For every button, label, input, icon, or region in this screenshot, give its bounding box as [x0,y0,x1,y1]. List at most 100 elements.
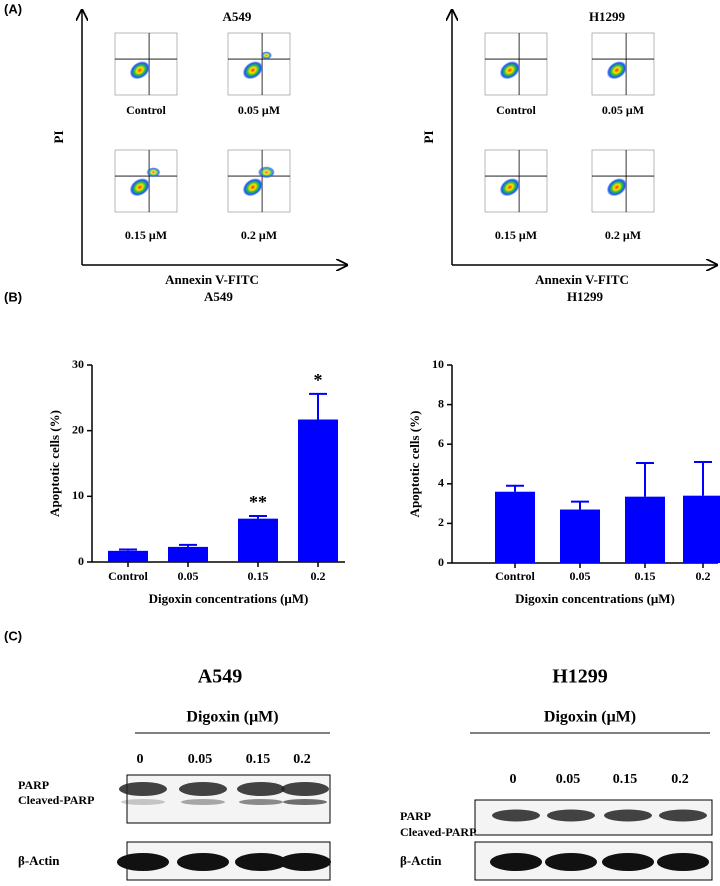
condition-label: 0.15 μM [495,228,537,242]
band [117,853,169,871]
y-tick-label: 20 [72,422,84,436]
band [181,799,225,805]
bar [683,495,720,563]
y-tick-label: 2 [438,515,444,529]
flow-plot [591,32,655,96]
x-tick-label: 0.2 [311,569,326,583]
lane-label: 0.15 [246,752,271,767]
row-label: PARP [18,778,49,792]
flow-plot [227,149,291,213]
panel-label: (A) [4,1,22,16]
blot-title: H1299 [552,666,608,688]
x-tick-label: 0.15 [635,569,656,583]
cell-cluster [260,51,272,60]
x-axis-label: Digoxin concentrations (μM) [515,591,675,606]
row-label: Cleaved-PARP [18,793,94,807]
band [545,853,597,871]
band [604,809,652,822]
band [121,799,165,805]
flow-plot [227,32,291,96]
y-axis-label: PI [51,131,66,144]
y-tick-label: 0 [438,555,444,569]
cell-cluster [606,61,627,80]
x-axis-label: Annexin V-FITC [535,272,629,287]
panel-label: (C) [4,628,22,643]
bar [495,491,535,563]
cell-cluster [242,61,263,80]
significance: ** [249,492,267,512]
band [657,853,709,871]
band [177,853,229,871]
y-tick-label: 30 [72,357,84,371]
lane-label: 0.2 [293,752,311,767]
cell-cluster [499,61,520,80]
flow-plot [114,149,178,213]
band [659,809,707,822]
panel-label: (B) [4,289,22,304]
treatment-label: Digoxin (μM) [544,709,636,726]
cell-cluster [129,178,150,197]
y-tick-label: 10 [72,488,84,502]
treatment-label: Digoxin (μM) [186,709,278,726]
y-tick-label: 6 [438,436,444,450]
y-axis-label: Apoptotic cells (%) [407,411,422,518]
cell-cluster [257,166,275,179]
x-tick-label: 0.05 [178,569,199,583]
x-tick-label: Control [108,569,148,583]
band [239,799,283,805]
condition-label: 0.05 μM [238,103,280,117]
band [235,853,287,871]
condition-label: 0.2 μM [605,228,641,242]
chart-title: H1299 [567,289,604,304]
condition-label: Control [496,103,536,117]
y-axis-label: Apoptotic cells (%) [47,410,62,517]
y-tick-label: 4 [438,476,444,490]
cell-cluster [129,61,150,80]
cell-cluster [606,178,627,197]
x-axis-label: Digoxin concentrations (μM) [149,591,309,606]
band [490,853,542,871]
band [119,782,167,796]
plot-title: A549 [223,9,252,24]
band [492,809,540,822]
cell-cluster [499,178,520,197]
band [237,782,285,796]
plot-title: H1299 [589,9,626,24]
flow-plot [484,149,548,213]
x-axis-label: Annexin V-FITC [165,272,259,287]
lane-label: 0.2 [671,772,689,787]
row-label: PARP [400,809,431,823]
x-tick-label: Control [495,569,535,583]
row-label: Cleaved-PARP [400,825,476,839]
band [179,782,227,796]
bar [108,550,148,562]
row-label: β-Actin [400,853,442,868]
condition-label: 0.05 μM [602,103,644,117]
flow-plot [114,32,178,96]
bar [238,518,278,562]
bar [625,496,665,563]
row-label: β-Actin [18,853,60,868]
condition-label: 0.2 μM [241,228,277,242]
chart-title: A549 [204,289,233,304]
condition-label: Control [126,103,166,117]
band [281,782,329,796]
blot-title: A549 [198,666,242,688]
band [547,809,595,822]
lane-label: 0.05 [188,752,213,767]
flow-plot [591,149,655,213]
x-tick-label: 0.05 [570,569,591,583]
x-tick-label: 0.15 [248,569,269,583]
band [283,799,327,805]
bar [168,546,208,562]
bar [560,509,600,563]
y-axis-label: PI [421,131,436,144]
lane-label: 0.15 [613,772,638,787]
cell-cluster [146,167,161,178]
y-tick-label: 8 [438,396,444,410]
y-tick-label: 10 [432,357,444,371]
band [602,853,654,871]
lane-label: 0 [137,752,144,767]
band [279,853,331,871]
